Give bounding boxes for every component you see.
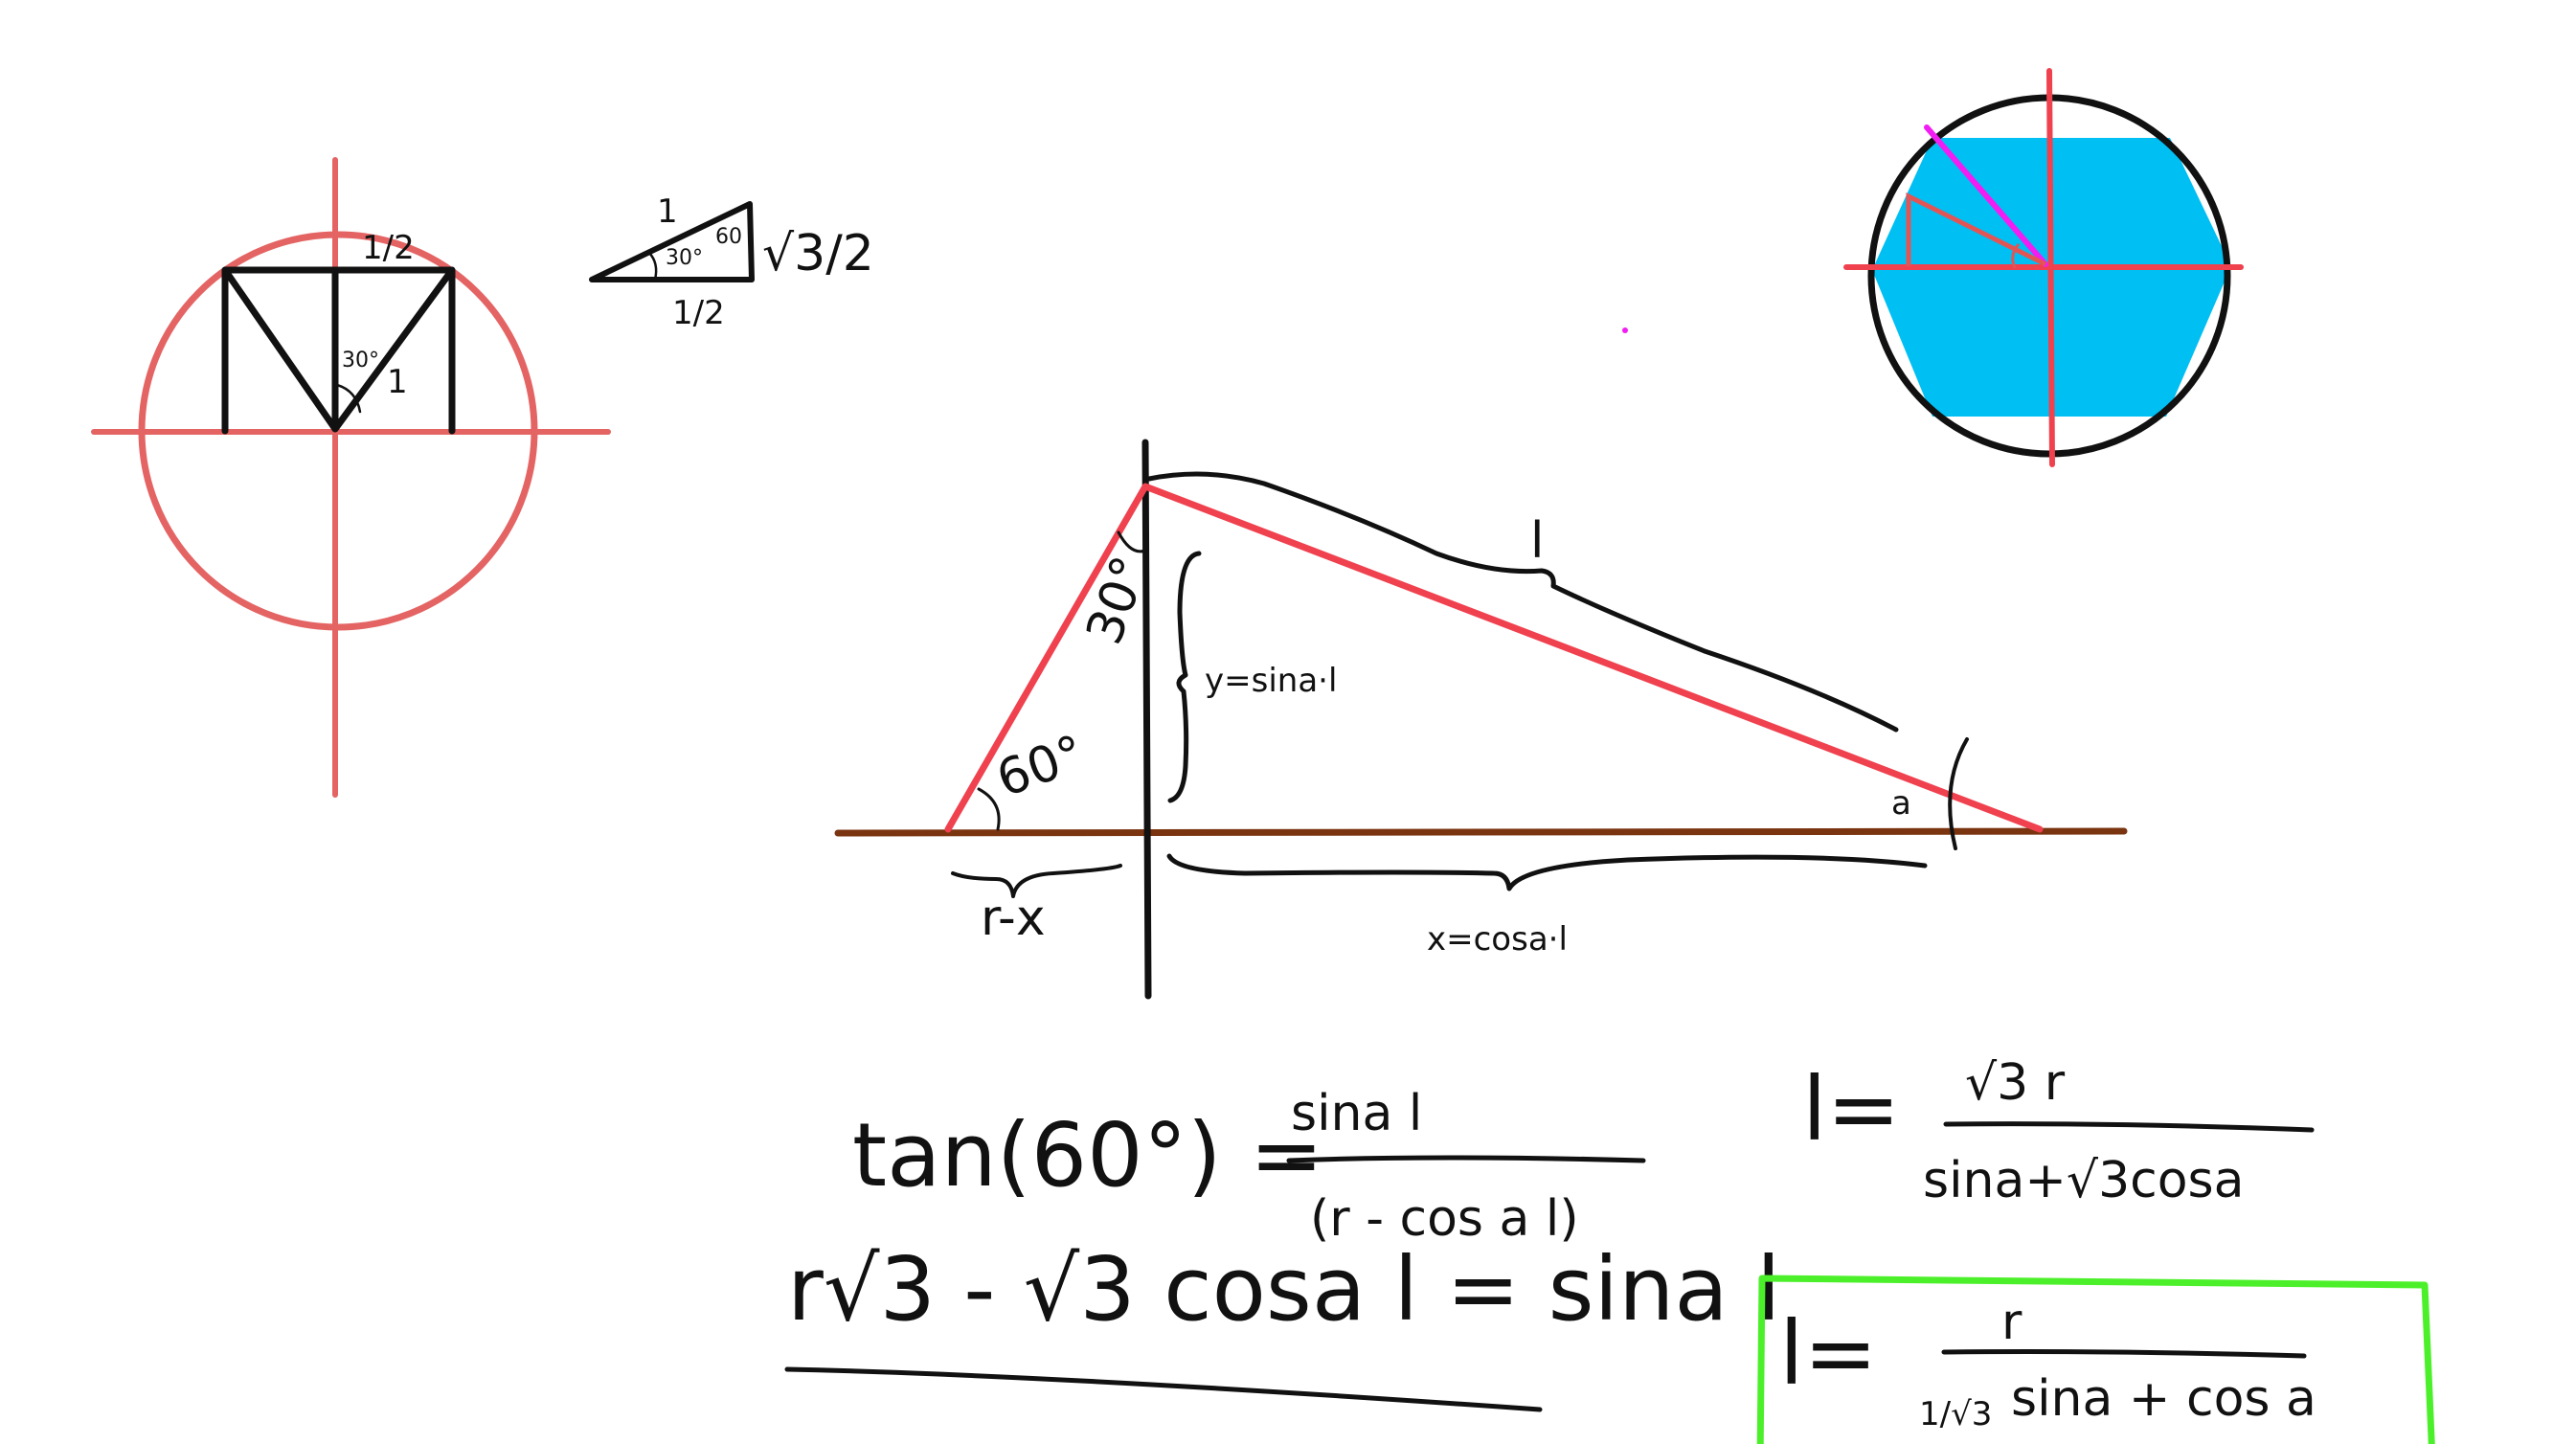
result2-denominator: sina + cos a (2011, 1370, 2316, 1428)
small-triangle-sketch: 1 30° 60 √3/2 1/2 (589, 192, 874, 332)
eq1-numerator: sina l (1291, 1085, 1422, 1142)
hexagon-radius (1924, 124, 2048, 267)
main-triangle (944, 483, 2044, 833)
main-triangle-diagram: l 30° 60° y=sina·l x=cosa·l r-x a (834, 439, 2128, 1000)
small-triangle-angle-60: 60 (715, 225, 742, 249)
small-triangle (589, 201, 755, 282)
hexagon-inner-arc (2011, 242, 2021, 269)
unit-circle-angle-label: 30° (342, 349, 379, 372)
eq2: r√3 - √3 cosa l = sina l (787, 1238, 1781, 1341)
eq2-underline (784, 1366, 1543, 1412)
result2-denominator-coef: 1/√3 (1919, 1395, 1992, 1433)
result2-fraction-bar (1941, 1349, 2307, 1359)
small-triangle-hyp-label: 1 (657, 192, 678, 231)
small-triangle-bottom-label: 1/2 (672, 294, 725, 332)
result1-numerator: √3 r (1965, 1054, 2066, 1112)
left-label: r-x (981, 890, 1046, 947)
angle-arc (335, 383, 362, 414)
y-label: y=sina·l (1205, 662, 1337, 700)
result-1: l= √3 r sina+√3cosa (1802, 1054, 2315, 1209)
left-brace (951, 864, 1122, 898)
eq1-lhs: tan(60°) = (852, 1104, 1323, 1207)
hexagon-inner-triangle (1906, 192, 2047, 267)
alpha-label: a (1891, 784, 1911, 823)
y-brace (1167, 551, 1202, 803)
equations: tan(60°) = sina l (r - cos a l) r√3 - √3… (784, 1085, 1781, 1412)
angle-60-label: 60° (989, 725, 1092, 809)
hexagon-y-axis (2046, 68, 2055, 467)
small-triangle-arc (647, 251, 658, 282)
eq1-fraction-bar (1286, 1155, 1646, 1163)
x-label: x=cosa·l (1427, 920, 1568, 959)
x-brace (1166, 853, 1928, 891)
small-triangle-angle-30: 30° (666, 246, 703, 270)
angle-60-arc (977, 787, 1001, 831)
result2-box (1756, 1275, 2435, 1444)
result2-lhs: l= (1779, 1302, 1878, 1405)
unit-circle-side-label: 1 (387, 363, 408, 401)
unit-circle-top-label: 1/2 (362, 229, 415, 267)
hyp-brace (1146, 471, 1899, 733)
result1-lhs: l= (1802, 1058, 1901, 1161)
alpha-arc (1948, 737, 1969, 850)
result1-denominator: sina+√3cosa (1923, 1152, 2245, 1209)
vertical-axis (1141, 439, 1152, 1000)
square-and-triangles (221, 266, 456, 435)
hexagon-circle-sketch (1622, 68, 2244, 467)
result2-numerator: r (2001, 1294, 2022, 1351)
small-triangle-vertical-label: √3/2 (762, 225, 874, 282)
hyp-label: l (1530, 512, 1544, 570)
unit-circle-sketch: 1/2 30° 1 (91, 157, 611, 798)
result1-fraction-bar (1943, 1121, 2315, 1133)
result-2: l= r 1/√3 sina + cos a (1756, 1275, 2435, 1444)
stray-dot (1622, 327, 1628, 333)
ground-line (834, 827, 2128, 837)
angle-30-arc (1117, 530, 1149, 553)
eq1-denominator: (r - cos a l) (1310, 1190, 1579, 1248)
